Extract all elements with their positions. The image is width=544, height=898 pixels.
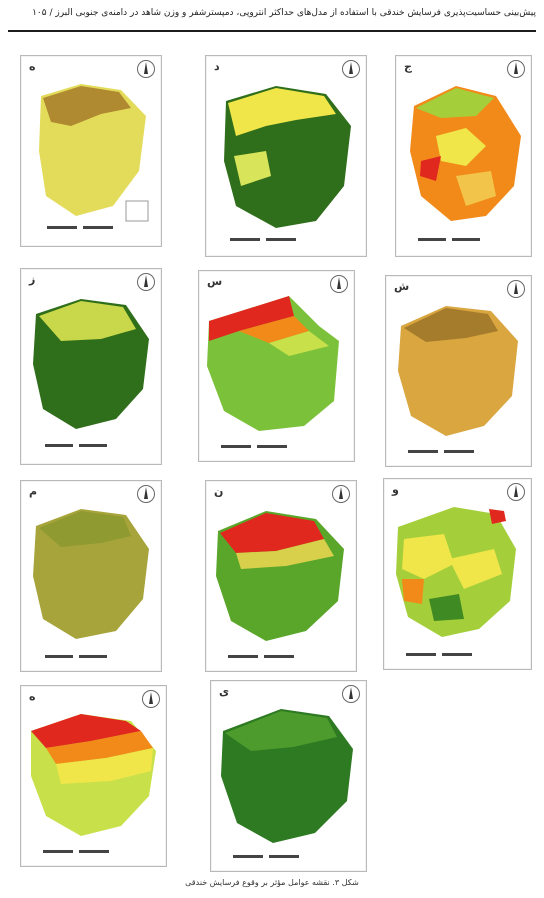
- map-panel-3: ج: [395, 55, 532, 257]
- north-arrow-icon: [142, 690, 160, 708]
- header-title: پیش‌بینی حساسیت‌پذیری فرسایش خندقی با اس…: [32, 8, 536, 18]
- panel-letter: س: [207, 275, 223, 288]
- map-graphic: [33, 509, 149, 658]
- north-arrow-icon: [507, 483, 525, 501]
- panel-letter: و: [392, 483, 399, 496]
- panel-letter: ه: [29, 690, 36, 703]
- map-graphic: [33, 299, 149, 447]
- figure-caption: شکل ۳. نقشه عوامل مؤثر بر وقوع فرسایش خن…: [185, 878, 359, 887]
- panel-letter: د: [214, 60, 220, 73]
- map-panel-4: ز: [20, 268, 162, 465]
- map-panel-2: د: [205, 55, 367, 257]
- map-graphic: [207, 296, 339, 448]
- panel-letter: ه: [29, 60, 36, 73]
- north-arrow-icon: [342, 60, 360, 78]
- map-panel-6: ش: [385, 275, 532, 467]
- map-panel-1: ه: [20, 55, 162, 247]
- page-header: پیش‌بینی حساسیت‌پذیری فرسایش خندقی با اس…: [8, 8, 536, 30]
- north-arrow-icon: [342, 685, 360, 703]
- north-arrow-icon: [137, 60, 155, 78]
- map-graphic: [398, 306, 518, 453]
- map-graphic: [396, 507, 516, 656]
- map-graphic: [221, 709, 353, 858]
- map-graphic: [31, 714, 156, 853]
- panel-letter: ن: [214, 485, 224, 498]
- map-panel-11: ی: [210, 680, 367, 872]
- map-graphic: [216, 511, 344, 658]
- north-arrow-icon: [137, 273, 155, 291]
- north-arrow-icon: [137, 485, 155, 503]
- north-arrow-icon: [332, 485, 350, 503]
- panel-letter: ز: [29, 273, 36, 286]
- map-panel-5: س: [198, 270, 355, 462]
- panel-letter: م: [29, 485, 38, 498]
- north-arrow-icon: [507, 280, 525, 298]
- north-arrow-icon: [330, 275, 348, 293]
- panel-letter: ج: [404, 60, 412, 73]
- panel-letter: ی: [219, 685, 230, 698]
- map-graphic: [224, 86, 351, 241]
- panel-letter: ش: [394, 280, 410, 293]
- map-panel-10: ه: [20, 685, 167, 867]
- map-panel-7: م: [20, 480, 162, 672]
- north-arrow-icon: [507, 60, 525, 78]
- map-graphic: [410, 86, 521, 241]
- map-panel-8: ن: [205, 480, 357, 672]
- map-graphic: [39, 84, 149, 229]
- header-rule: [8, 30, 536, 32]
- map-panel-9: و: [383, 478, 532, 670]
